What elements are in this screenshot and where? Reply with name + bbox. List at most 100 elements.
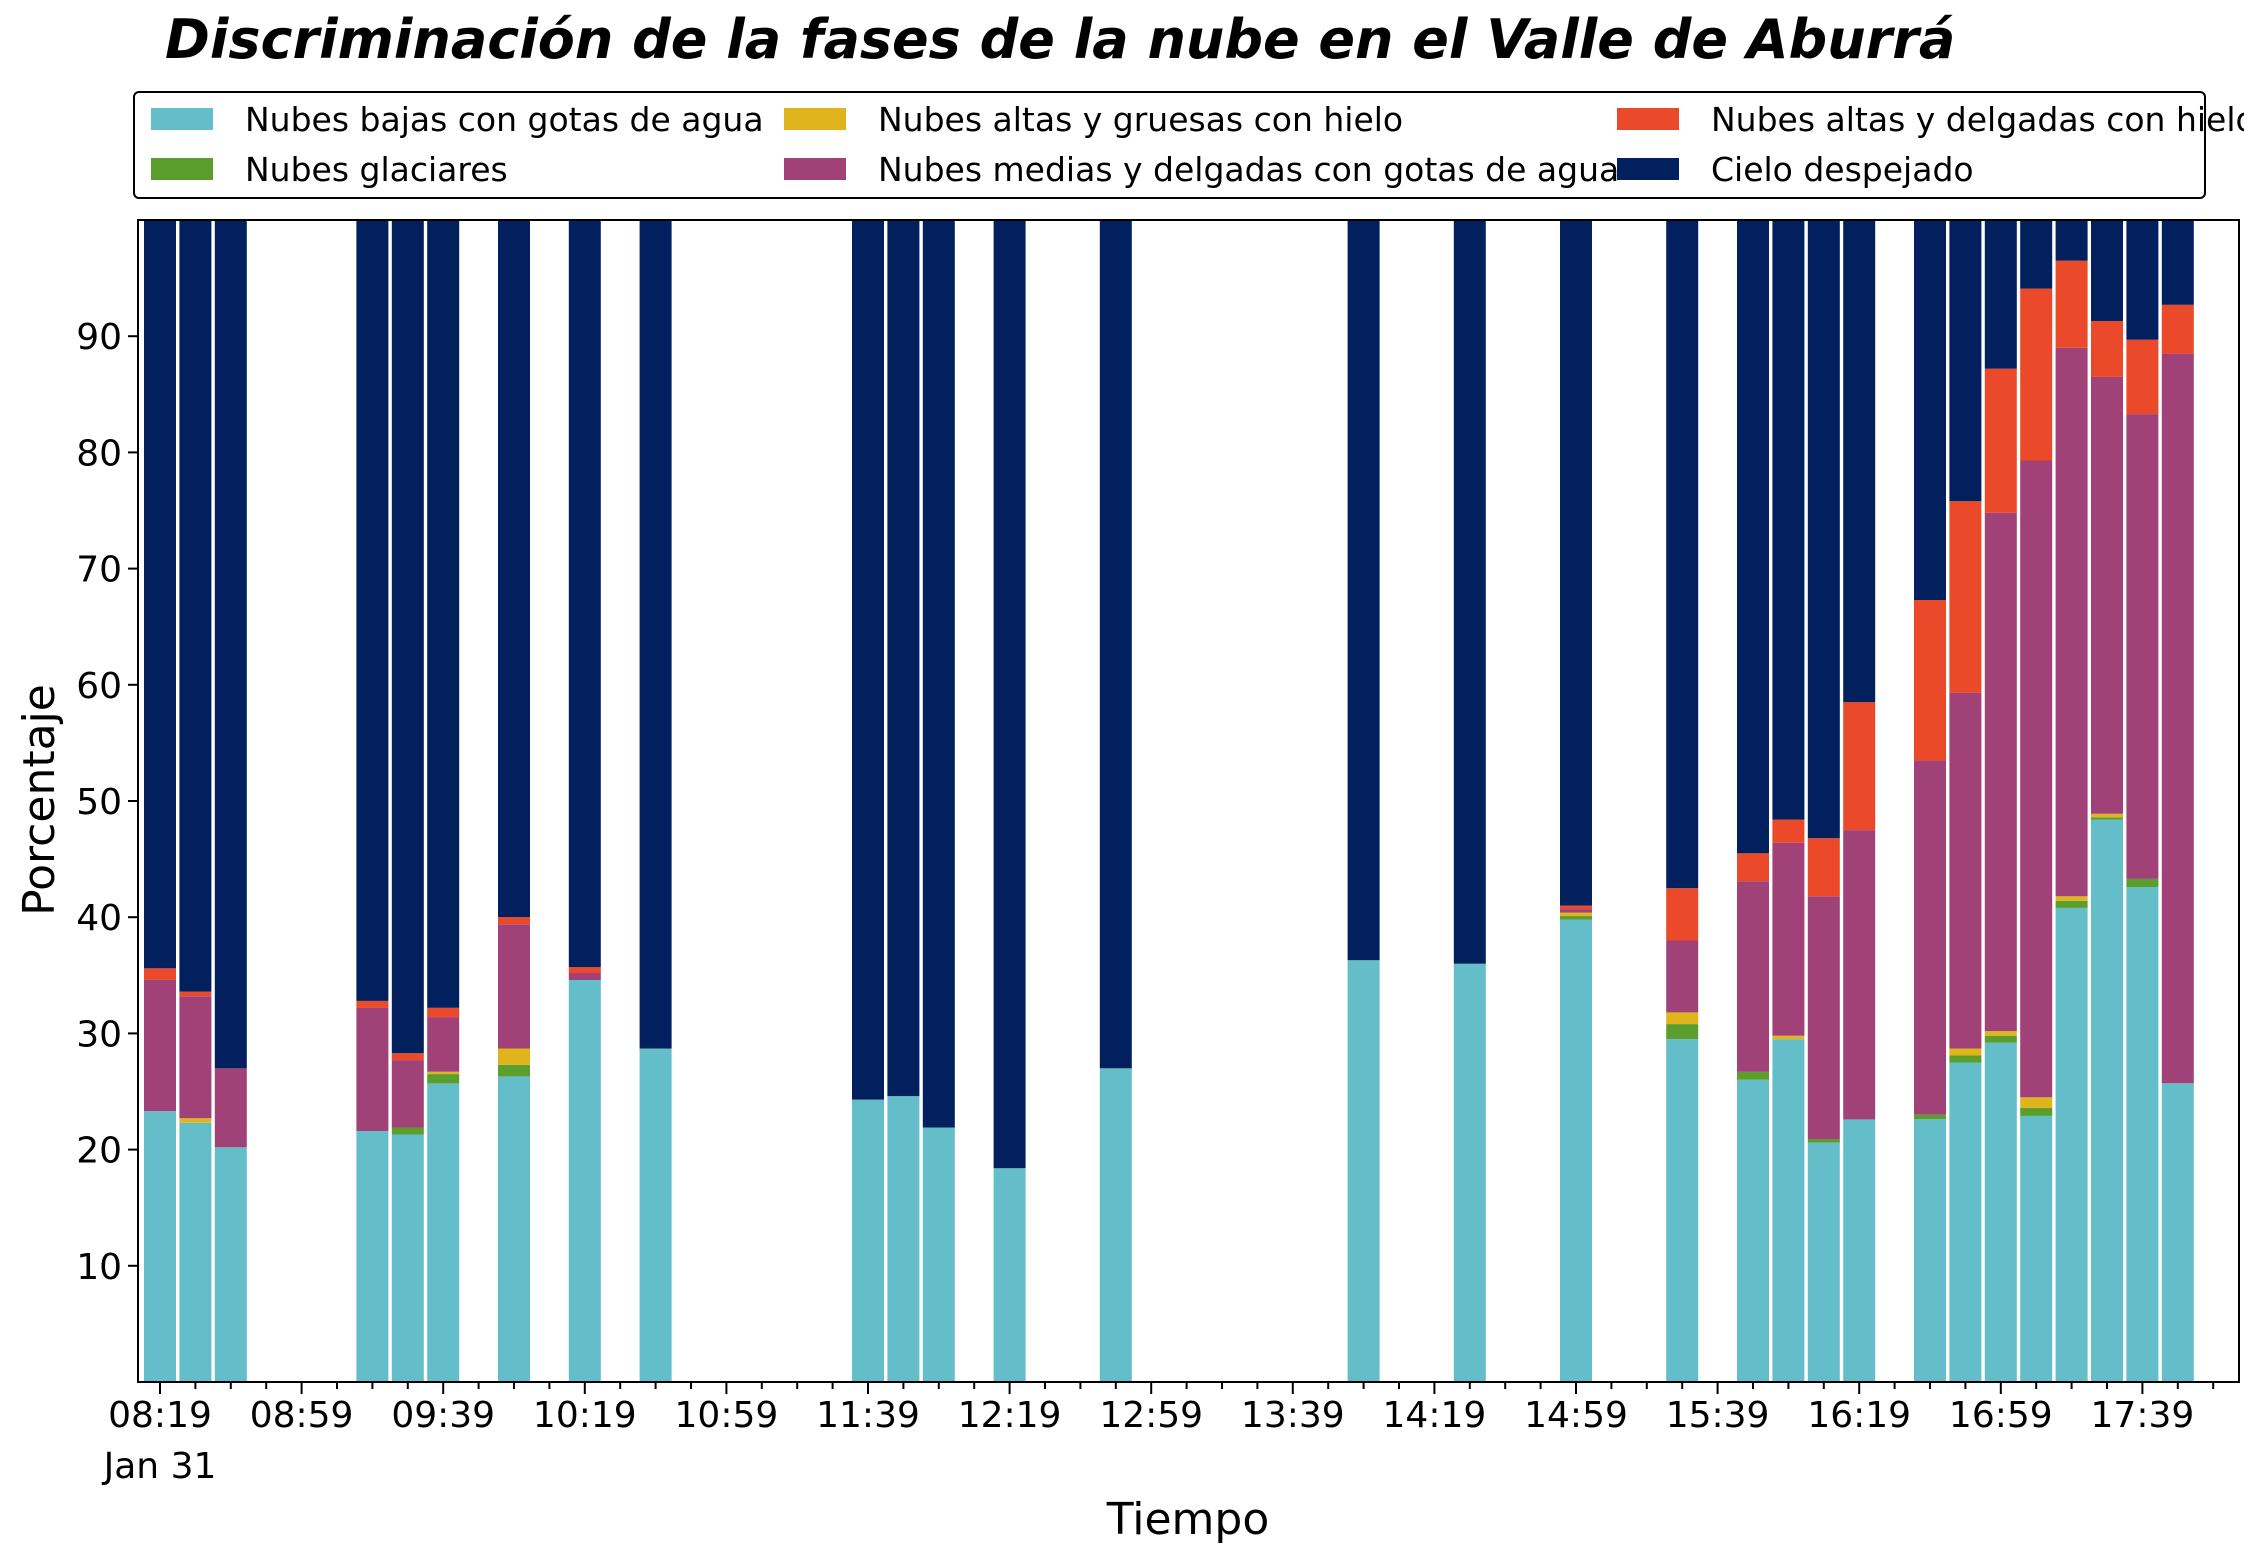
bar-segment	[1772, 220, 1805, 820]
bar-segment	[1984, 220, 2017, 369]
legend-swatch	[1617, 158, 1679, 180]
y-tick-label: 90	[76, 317, 122, 358]
bar-segment	[179, 1118, 212, 1123]
bar-segment	[2055, 896, 2088, 901]
bar-segment	[356, 1131, 389, 1382]
bar-segment	[1772, 1039, 1805, 1382]
x-tick-label: 10:19	[533, 1395, 637, 1436]
bar-segment	[1984, 512, 2017, 1032]
bar-segment	[1984, 1035, 2017, 1043]
bar-segment	[1984, 1031, 2017, 1036]
x-tick-label: 12:59	[1099, 1395, 1203, 1436]
bars-group	[144, 220, 2194, 1382]
bar-segment	[214, 1068, 247, 1148]
bar-segment	[1099, 220, 1132, 1069]
bar-segment	[1666, 220, 1699, 889]
bar-segment	[1737, 1071, 1769, 1080]
y-tick-label: 10	[76, 1247, 122, 1288]
y-axis-label: Porcentaje	[14, 684, 65, 916]
bar-segment	[2161, 220, 2194, 305]
bar-segment	[2126, 414, 2159, 879]
bar-segment	[2091, 817, 2123, 820]
x-tick-label: 15:39	[1666, 1395, 1770, 1436]
x-tick-label: 13:39	[1241, 1395, 1345, 1436]
bar-segment	[179, 996, 212, 1119]
bar-segment	[568, 973, 601, 980]
bar-segment	[2020, 1097, 2053, 1108]
chart-title: Discriminación de la fases de la nube en…	[165, 8, 1956, 71]
x-axis-label: Tiempo	[1106, 1494, 1270, 1545]
bar-segment	[1807, 1139, 1840, 1143]
legend-label: Nubes altas y delgadas con hielo	[1711, 99, 2244, 139]
bar-segment	[1843, 702, 1876, 830]
bar-segment	[1949, 220, 1982, 502]
bar-segment	[2055, 347, 2088, 897]
bar-segment	[1453, 220, 1486, 964]
bar-segment	[356, 220, 389, 1001]
bar-segment	[2091, 220, 2123, 322]
bar-segment	[2126, 220, 2159, 340]
bar-segment	[2055, 260, 2088, 348]
x-tick-label: 09:39	[391, 1395, 495, 1436]
bar-segment	[1666, 1024, 1699, 1040]
legend-item-nubes-altas-gruesas: Nubes altas y gruesas con hielo	[784, 99, 1403, 139]
x-tick-label: 08:19	[108, 1395, 212, 1436]
bar-segment	[568, 967, 601, 973]
y-tick-label: 50	[76, 782, 122, 823]
bar-segment	[498, 924, 530, 1049]
legend-label: Nubes medias y delgadas con gotas de agu…	[878, 149, 1620, 189]
bar-segment	[1560, 905, 1592, 910]
bar-segment	[391, 1053, 424, 1061]
bar-segment	[1772, 819, 1805, 843]
bar-segment	[498, 1076, 530, 1382]
bar-segment	[2055, 900, 2088, 908]
bar-segment	[1347, 220, 1380, 961]
bar-segment	[1843, 830, 1876, 1120]
x-tick-label: 08:59	[250, 1395, 354, 1436]
bar-segment	[498, 1048, 530, 1065]
bar-segment	[1772, 842, 1805, 1036]
bar-segment	[2126, 339, 2159, 415]
bar-segment	[391, 1060, 424, 1128]
bar-segment	[2126, 878, 2159, 887]
bar-segment	[427, 1007, 460, 1018]
legend-swatch	[784, 158, 846, 180]
bar-segment	[2091, 819, 2123, 1382]
bar-segment	[2020, 460, 2053, 1098]
legend-item-nubes-bajas: Nubes bajas con gotas de agua	[151, 99, 764, 139]
bar-segment	[1099, 1068, 1132, 1382]
bar-segment	[1666, 1039, 1699, 1382]
bar-segment	[1914, 220, 1946, 600]
legend: Nubes bajas con gotas de agua Nubes glac…	[133, 91, 2244, 199]
bar-segment	[887, 1096, 920, 1382]
bar-segment	[2020, 288, 2053, 461]
x-tick-label: 11:39	[816, 1395, 920, 1436]
bar-segment	[1772, 1035, 1805, 1040]
bar-segment	[1949, 1048, 1982, 1056]
bar-segment	[2020, 220, 2053, 289]
bar-segment	[568, 979, 601, 1382]
bar-segment	[993, 1168, 1026, 1382]
bar-segment	[144, 220, 176, 969]
bar-segment	[1453, 963, 1486, 1382]
x-axis: 08:19 08:59 09:39 10:19 10:59 11:39 12:19 12:59…	[108, 1382, 2215, 1436]
bar-segment	[1560, 912, 1592, 917]
bar-segment	[1914, 1119, 1946, 1382]
legend-swatch	[1617, 108, 1679, 130]
legend-item-nubes-glaciares: Nubes glaciares	[151, 149, 508, 189]
legend-label: Nubes bajas con gotas de agua	[245, 99, 764, 139]
bar-segment	[2161, 1083, 2194, 1382]
bar-segment	[427, 1074, 460, 1084]
bar-segment	[2091, 376, 2123, 814]
bar-segment	[1347, 960, 1380, 1382]
bar-segment	[852, 1099, 884, 1382]
bar-segment	[1666, 940, 1699, 1013]
bar-segment	[144, 1111, 176, 1382]
bar-segment	[1984, 368, 2017, 513]
bar-segment	[1666, 888, 1699, 941]
bar-segment	[1560, 916, 1592, 920]
bar-segment	[356, 1007, 389, 1131]
bar-segment	[1560, 919, 1592, 1382]
legend-swatch	[151, 158, 213, 180]
bar-segment	[993, 220, 1026, 1169]
